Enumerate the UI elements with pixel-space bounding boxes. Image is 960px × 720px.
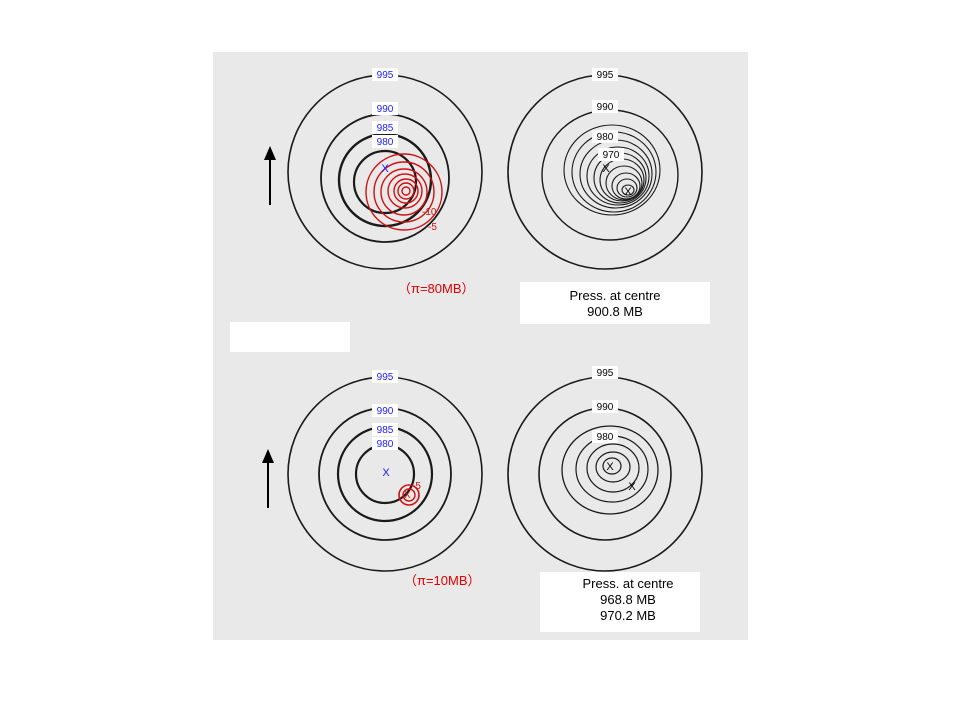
caption-top: Press. at centre 900.8 MB xyxy=(540,288,690,320)
centre-mark: X xyxy=(381,163,389,175)
north-arrow-icon xyxy=(264,146,276,205)
caption-value: 900.8 MB xyxy=(587,304,643,319)
isobar-label: 995 xyxy=(597,70,614,81)
isobar-label: 980 xyxy=(377,439,394,450)
centre-mark: X xyxy=(602,163,610,175)
caption-value: 968.8 MB xyxy=(600,592,656,607)
caption-title: Press. at centre xyxy=(582,576,674,591)
perturbation-label: -5 xyxy=(412,481,421,492)
caption-bottom: Press. at centre 968.8 MB 970.2 MB xyxy=(553,576,703,624)
perturbation-contours-top xyxy=(365,153,443,231)
isobar-label: 995 xyxy=(377,70,394,81)
caption-value: 970.2 MB xyxy=(600,608,656,623)
isobar-label: 995 xyxy=(597,368,614,379)
svg-text:X: X xyxy=(404,490,411,501)
isobar-label: 980 xyxy=(377,137,394,148)
isobar-980 xyxy=(561,425,659,515)
isobar-label: 990 xyxy=(377,406,394,417)
centre-mark: X xyxy=(628,481,636,493)
isobar-label: 990 xyxy=(377,104,394,115)
centre-mark: X xyxy=(606,461,614,473)
perturbation-label: -10 xyxy=(422,207,437,218)
isobar-label: 985 xyxy=(377,123,394,134)
blank-patch xyxy=(230,322,350,352)
pi-label-top: （π=80MB） xyxy=(398,281,475,296)
pi-label-bottom: （π=10MB） xyxy=(404,573,481,588)
isobar-label: 980 xyxy=(597,132,614,143)
isobar-label: 985 xyxy=(377,425,394,436)
north-arrow-icon xyxy=(262,449,274,508)
perturbation-label: -5 xyxy=(428,222,437,233)
isobar-label: 995 xyxy=(377,372,394,383)
isobar-990 xyxy=(541,109,679,241)
perturbation-contours-bottom xyxy=(398,484,420,506)
caption-title: Press. at centre xyxy=(569,288,661,303)
isobar-980 xyxy=(352,149,418,215)
caption-box-bottom xyxy=(540,572,700,632)
caption-box-top xyxy=(520,282,710,324)
isobar-label: 980 xyxy=(597,432,614,443)
isobar-label: 990 xyxy=(597,102,614,113)
isobar-990 xyxy=(538,407,672,541)
centre-mark: X xyxy=(624,186,632,198)
isobar-label: 970 xyxy=(603,150,620,161)
isobar-label: 990 xyxy=(597,402,614,413)
centre-mark: X xyxy=(382,467,390,479)
